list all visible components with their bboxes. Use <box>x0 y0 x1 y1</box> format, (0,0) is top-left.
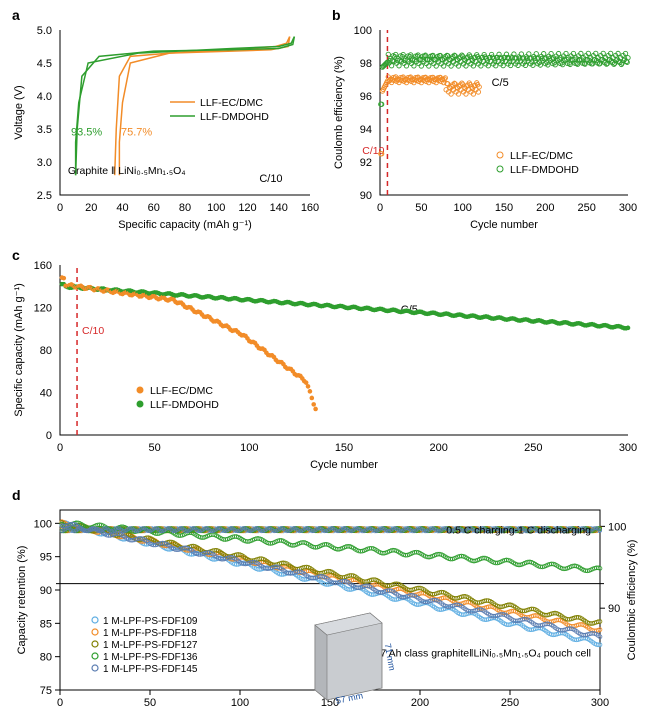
svg-text:120: 120 <box>238 202 256 214</box>
svg-text:120: 120 <box>34 303 52 315</box>
svg-text:Cycle number: Cycle number <box>470 219 538 231</box>
svg-text:4.0: 4.0 <box>37 91 52 103</box>
svg-text:Specific capacity (mAh g⁻¹): Specific capacity (mAh g⁻¹) <box>13 283 25 417</box>
svg-text:0: 0 <box>57 442 63 454</box>
svg-text:92: 92 <box>360 157 372 169</box>
svg-text:75.7%: 75.7% <box>121 127 152 139</box>
svg-text:140: 140 <box>270 202 288 214</box>
svg-text:150: 150 <box>335 442 353 454</box>
svg-text:98: 98 <box>360 58 372 70</box>
svg-text:90: 90 <box>40 585 52 597</box>
svg-text:1 M-LPF-PS-FDF136: 1 M-LPF-PS-FDF136 <box>103 652 198 663</box>
svg-text:LLF-EC/DMC: LLF-EC/DMC <box>510 150 573 162</box>
svg-text:Coulombic efficiency (%): Coulombic efficiency (%) <box>626 540 638 661</box>
svg-text:Graphite ‖ LiNi₀.₅Mn₁.₅O₄: Graphite ‖ LiNi₀.₅Mn₁.₅O₄ <box>68 165 186 177</box>
svg-text:150: 150 <box>495 202 513 214</box>
svg-text:0.7 Ah class graphite‖LiNi₀.₅M: 0.7 Ah class graphite‖LiNi₀.₅Mn₁.₅O₄ pou… <box>372 648 591 660</box>
svg-text:300: 300 <box>619 442 637 454</box>
svg-text:75: 75 <box>40 685 52 697</box>
svg-text:250: 250 <box>577 202 595 214</box>
svg-text:b: b <box>332 7 341 23</box>
svg-text:c: c <box>12 247 20 263</box>
svg-text:60: 60 <box>148 202 160 214</box>
svg-text:50: 50 <box>149 442 161 454</box>
svg-text:LLF-EC/DMC: LLF-EC/DMC <box>150 385 213 397</box>
svg-text:90: 90 <box>360 190 372 202</box>
panel-a: a 0 20 40 60 80 100 120 140 160 2.5 3.0 3.5 4.0 4.5 5.0… <box>12 7 319 231</box>
svg-text:93.5%: 93.5% <box>71 127 102 139</box>
svg-text:3.0: 3.0 <box>37 157 52 169</box>
svg-text:1 M-LPF-PS-FDF109: 1 M-LPF-PS-FDF109 <box>103 616 198 627</box>
svg-text:0: 0 <box>46 430 52 442</box>
svg-text:200: 200 <box>411 697 429 709</box>
svg-text:300: 300 <box>619 202 637 214</box>
svg-text:LLF-EC/DMC: LLF-EC/DMC <box>200 97 263 109</box>
svg-text:160: 160 <box>301 202 319 214</box>
svg-text:0: 0 <box>57 697 63 709</box>
svg-text:80: 80 <box>40 652 52 664</box>
svg-text:a: a <box>12 7 20 23</box>
svg-text:C/10: C/10 <box>259 173 282 185</box>
svg-text:160: 160 <box>34 260 52 272</box>
svg-text:20: 20 <box>85 202 97 214</box>
svg-text:Specific capacity (mAh g⁻¹): Specific capacity (mAh g⁻¹) <box>118 219 252 231</box>
svg-text:300: 300 <box>591 697 609 709</box>
svg-text:0: 0 <box>57 202 63 214</box>
svg-text:Cycle number: Cycle number <box>310 459 378 471</box>
svg-text:2.5: 2.5 <box>37 190 52 202</box>
svg-text:50: 50 <box>144 697 156 709</box>
svg-text:5.0: 5.0 <box>37 25 52 37</box>
svg-text:200: 200 <box>429 442 447 454</box>
panel-d: d7580859095100050100150200250300Cycle nu… <box>12 487 638 715</box>
svg-text:90: 90 <box>608 603 620 615</box>
svg-text:94: 94 <box>360 124 372 136</box>
svg-text:95: 95 <box>40 552 52 564</box>
svg-text:C/5: C/5 <box>492 77 509 89</box>
svg-text:80: 80 <box>179 202 191 214</box>
svg-text:1 M-LPF-PS-FDF127: 1 M-LPF-PS-FDF127 <box>103 640 198 651</box>
svg-text:100: 100 <box>354 25 372 37</box>
svg-text:96: 96 <box>360 91 372 103</box>
svg-text:100: 100 <box>608 521 626 533</box>
svg-text:3.5: 3.5 <box>37 124 52 136</box>
svg-text:Voltage (V): Voltage (V) <box>13 85 25 139</box>
svg-text:C/10: C/10 <box>362 145 384 157</box>
svg-text:1 M-LPF-PS-FDF145: 1 M-LPF-PS-FDF145 <box>103 664 198 675</box>
svg-text:1 M-LPF-PS-FDF118: 1 M-LPF-PS-FDF118 <box>103 628 197 639</box>
svg-text:Capacity retention (%): Capacity retention (%) <box>16 546 28 655</box>
svg-text:100: 100 <box>34 518 52 530</box>
svg-text:100: 100 <box>207 202 225 214</box>
panel-c: c 0 50 100 150 200 250 300 0 40 80 120 160 Cycle numb… <box>12 247 637 471</box>
svg-text:85: 85 <box>40 618 52 630</box>
svg-text:250: 250 <box>524 442 542 454</box>
svg-text:0: 0 <box>377 202 383 214</box>
figure-svg: a 0 20 40 60 80 100 120 140 160 2.5 3.0 3.5 4.0 4.5 5.0… <box>0 0 648 715</box>
svg-text:50: 50 <box>415 202 427 214</box>
svg-text:80: 80 <box>40 345 52 357</box>
svg-text:4.5: 4.5 <box>37 58 52 70</box>
panel-b: b 0 50 100 150 200 250 300 90 92 94 96 98 100 Cycle nu… <box>332 7 637 231</box>
svg-text:0.5 C charging-1 C discharging: 0.5 C charging-1 C discharging <box>446 524 591 536</box>
svg-text:200: 200 <box>536 202 554 214</box>
svg-text:LLF-DMDOHD: LLF-DMDOHD <box>150 399 219 411</box>
svg-text:100: 100 <box>453 202 471 214</box>
svg-text:d: d <box>12 487 21 503</box>
svg-text:LLF-DMDOHD: LLF-DMDOHD <box>200 111 269 123</box>
svg-text:100: 100 <box>231 697 249 709</box>
svg-text:100: 100 <box>240 442 258 454</box>
svg-text:40: 40 <box>40 388 52 400</box>
svg-text:250: 250 <box>501 697 519 709</box>
svg-text:Coulomb efficiency (%): Coulomb efficiency (%) <box>333 56 345 169</box>
svg-text:40: 40 <box>116 202 128 214</box>
svg-text:LLF-DMDOHD: LLF-DMDOHD <box>510 164 579 176</box>
svg-text:C/10: C/10 <box>82 325 104 337</box>
